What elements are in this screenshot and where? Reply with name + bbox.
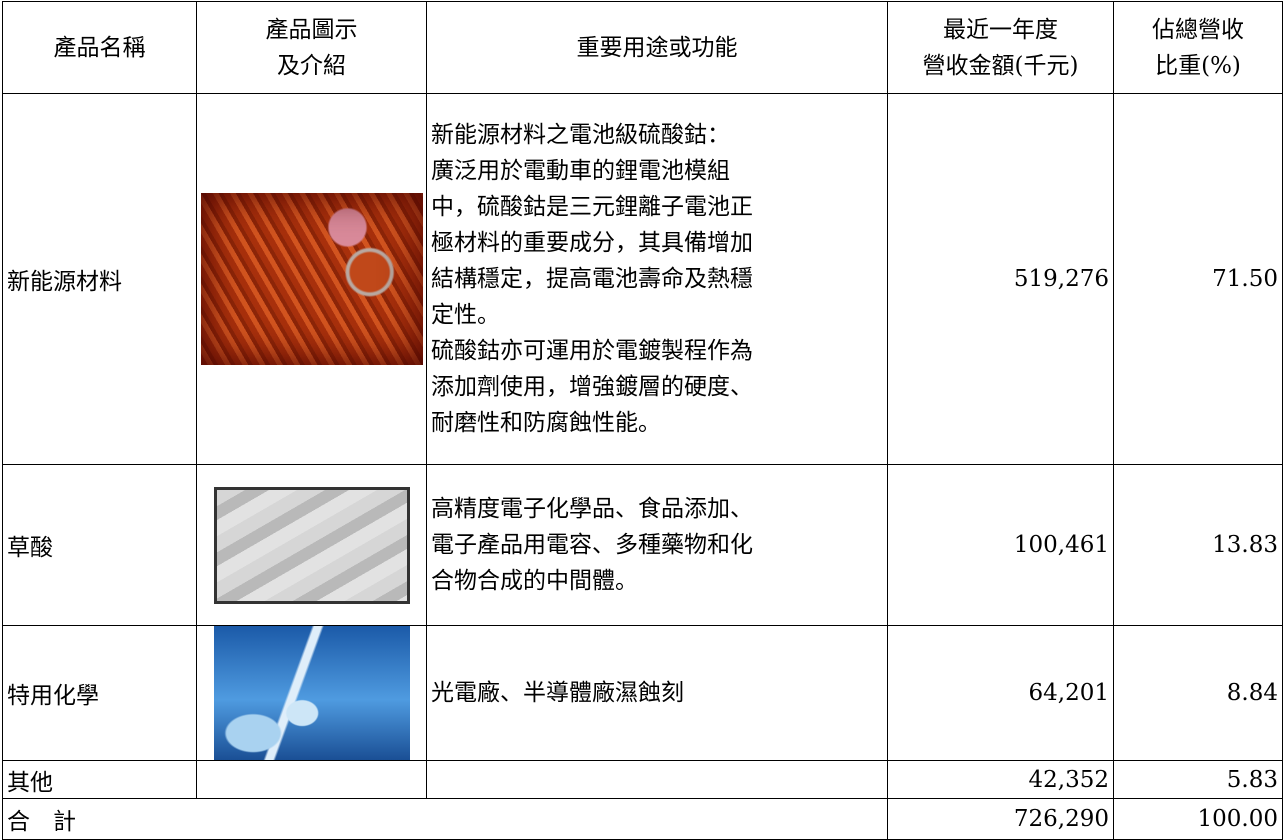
table-row: 產品名稱 產品圖示 及介紹 重要用途或功能 最近一年度 營收金額(千元) 佔總營收 比重(%) [2,1,1283,94]
description-line: 硫酸鈷亦可運用於電鍍製程作為 [431,338,753,364]
product-name: 其他 [2,760,197,799]
share: 13.83 [1113,464,1283,626]
header-line: 營收金額(千元) [922,52,1079,79]
product-name: 草酸 [2,464,197,626]
product-name: 特用化學 [2,625,197,761]
header-cell: 最近一年度營收金額(千元) [887,1,1114,94]
header-cell: 產品圖示 及介紹 [196,1,427,94]
product-image [213,486,410,604]
table-row: 草酸 高精度電子化學品、食品添加、 電子產品用電容、多種藥物和化 合物合成的中間體。 1… [2,464,1283,626]
description-line: 極材料的重要成分，其具備增加 [431,230,753,256]
revenue: 64,201 [887,625,1114,761]
description-line: 電子產品用電容、多種藥物和化 [431,532,753,558]
share: 71.50 [1113,93,1283,465]
product-image-cell [196,625,427,761]
description-line: 新能源材料之電池級硫酸鈷： [431,122,730,148]
header-line: 產品名稱 [53,34,146,61]
header-line: 重要用途或功能 [576,34,738,61]
table-row: 其他 42,352 5.83 [2,760,1283,799]
product-image [213,626,410,760]
product-image [200,193,423,365]
total-label: 合 計 [2,798,888,840]
description-line: 中，硫酸鈷是三元鋰離子電池正 [431,194,753,220]
revenue: 42,352 [887,760,1114,799]
header-cell: 重要用途或功能 [426,1,888,94]
description-line: 高精度電子化學品、食品添加、 [431,496,753,522]
description [426,760,888,799]
revenue: 100,461 [887,464,1114,626]
header-line: 及介紹 [277,52,346,79]
revenue: 519,276 [887,93,1114,465]
description-line: 結構穩定，提高電池壽命及熱穩 [431,266,753,292]
description-line: 廣泛用於電動車的鋰電池模組 [431,158,730,184]
total-share: 100.00 [1113,798,1283,840]
description: 高精度電子化學品、食品添加、 電子產品用電容、多種藥物和化 合物合成的中間體。 [426,464,888,626]
product-image-cell [196,93,427,465]
header-line: 最近一年度 [943,16,1058,43]
header-cell: 佔總營收比重(%) [1113,1,1283,94]
description-line: 定性。 [431,302,500,328]
table-row: 特用化學 光電廠、半導體廠濕蝕刻 64,201 8.84 [2,625,1283,761]
share: 8.84 [1113,625,1283,761]
product-image-cell [196,760,427,799]
product-image-cell [196,464,427,626]
header-line: 佔總營收 [1152,16,1244,43]
description: 新能源材料之電池級硫酸鈷： 廣泛用於電動車的鋰電池模組 中，硫酸鈷是三元鋰離子電池正… [426,93,888,465]
total-revenue: 726,290 [887,798,1114,840]
product-name: 新能源材料 [2,93,197,465]
table-row: 合 計 726,290 100.00 [2,798,1283,840]
description-line: 耐磨性和防腐蝕性能。 [431,410,661,436]
description-line: 合物合成的中間體。 [431,568,638,594]
header-line: 產品圖示 [265,16,358,43]
header-line: 比重(%) [1155,52,1241,79]
share: 5.83 [1113,760,1283,799]
description: 光電廠、半導體廠濕蝕刻 [426,625,888,761]
description-line: 添加劑使用，增強鍍層的硬度、 [431,374,753,400]
table-row: 新能源材料 新能源材料之電池級硫酸鈷： 廣泛用於電動車的鋰電池模組 中，硫酸鈷是三元鋰… [2,93,1283,465]
header-cell: 產品名稱 [2,1,197,94]
description-line: 光電廠、半導體廠濕蝕刻 [431,680,684,706]
